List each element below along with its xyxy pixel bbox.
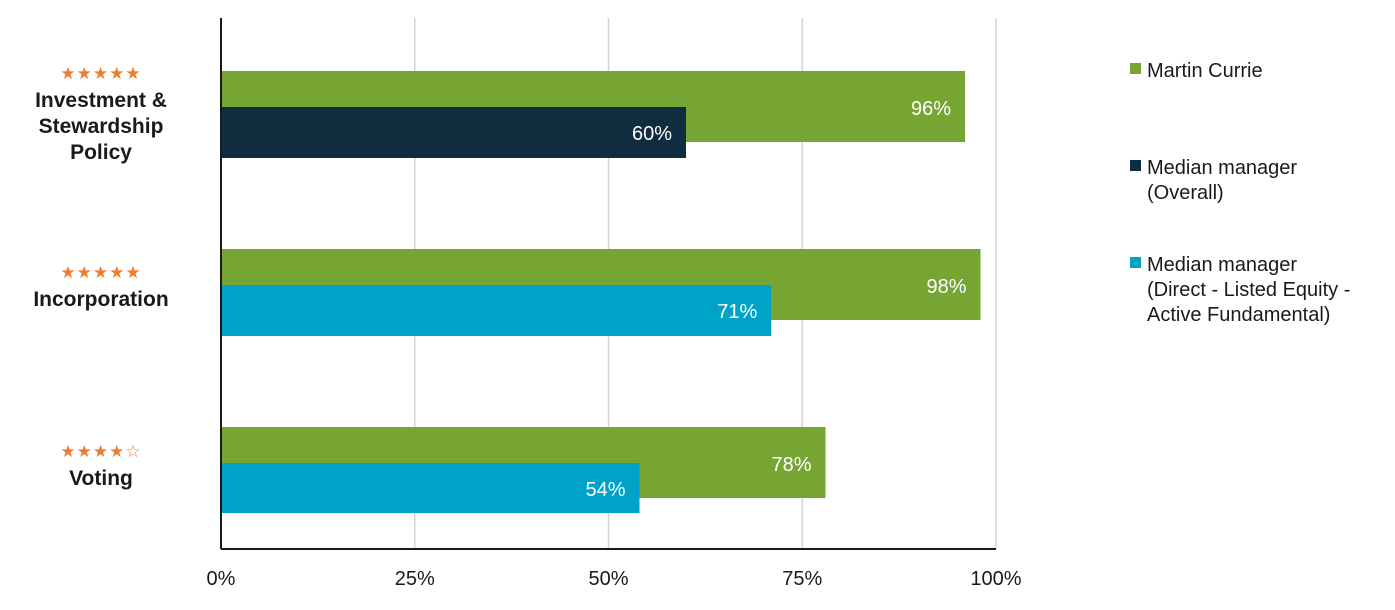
- legend: Martin Currie Median manager (Overall) Medi…: [1130, 60, 1350, 326]
- bar-data-label-0-0: 96%: [911, 98, 951, 120]
- category-label-2-line-0: Voting: [69, 467, 133, 490]
- category-label-1-line-0: Incorporation: [33, 288, 168, 311]
- x-tick-label-75: 75%: [782, 568, 822, 590]
- category-labels: ★★★★★ Investment & Stewardship Policy ★★★★★ I…: [33, 64, 168, 490]
- legend-swatch-0: [1130, 63, 1141, 74]
- legend-label-2-line-0: Median manager: [1147, 254, 1297, 276]
- legend-swatch-1: [1130, 160, 1141, 171]
- bar-data-label-1-1: 71%: [717, 301, 757, 323]
- legend-label-1-line-1: (Overall): [1147, 182, 1224, 204]
- legend-label-0-line-0: Martin Currie: [1147, 60, 1263, 82]
- bar-2-1: [221, 463, 640, 513]
- bar-data-label-2-0: 78%: [771, 454, 811, 476]
- category-label-0-line-0: Investment &: [35, 89, 167, 112]
- legend-label-2-line-2: Active Fundamental): [1147, 304, 1330, 326]
- rating-stars-2: ★★★★☆: [60, 442, 141, 462]
- rating-stars-0: ★★★★★: [60, 64, 141, 84]
- bar-data-label-2-1: 54%: [585, 479, 625, 501]
- x-tick-label-100: 100%: [970, 568, 1021, 590]
- bar-1-1: [221, 285, 772, 336]
- category-label-0-line-1: Stewardship: [39, 115, 164, 138]
- legend-label-2-line-1: (Direct - Listed Equity -: [1147, 279, 1350, 301]
- axes: 0% 25% 50% 75% 100%: [207, 18, 1022, 590]
- x-tick-label-50: 50%: [588, 568, 628, 590]
- bar-0-1: [221, 107, 686, 158]
- rating-stars-1: ★★★★★: [60, 263, 141, 283]
- legend-swatch-2: [1130, 257, 1141, 268]
- x-tick-label-0: 0%: [207, 568, 236, 590]
- category-label-0-line-2: Policy: [70, 141, 132, 164]
- legend-label-1-line-0: Median manager: [1147, 157, 1297, 179]
- bar-data-label-0-1: 60%: [632, 123, 672, 145]
- bars-group: 96% 60% 98% 71% 78% 54%: [221, 71, 981, 513]
- x-tick-label-25: 25%: [395, 568, 435, 590]
- bar-data-label-1-0: 98%: [926, 276, 966, 298]
